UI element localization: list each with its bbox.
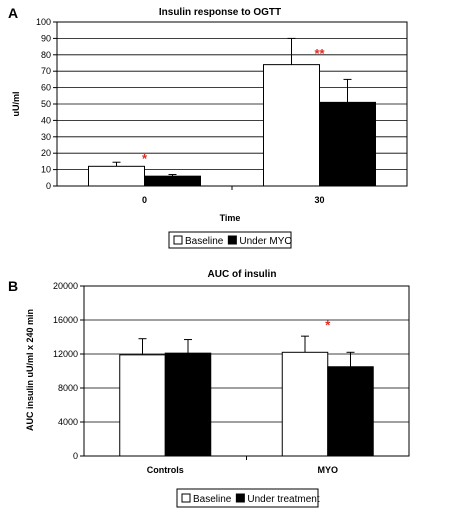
y-tick-label: 4000 xyxy=(58,417,78,427)
y-tick-label: 80 xyxy=(41,50,51,60)
x-tick-label: MYO xyxy=(317,465,338,475)
panel-letter: B xyxy=(8,278,18,294)
y-tick-label: 40 xyxy=(41,115,51,125)
chart-title: AUC of insulin xyxy=(208,269,277,280)
panel-letter: A xyxy=(8,5,18,21)
bar-baseline-myo xyxy=(281,351,329,457)
y-tick-label: 100 xyxy=(36,17,51,27)
y-tick-label: 20000 xyxy=(53,281,78,291)
y-axis-label: uU/ml xyxy=(11,91,21,116)
y-axis-label: AUC insulin uU/ml x 240 min xyxy=(25,309,35,431)
bar-baseline-30 xyxy=(263,64,320,187)
x-tick-label: Controls xyxy=(147,465,184,475)
y-tick-label: 0 xyxy=(46,181,51,191)
legend-swatch xyxy=(227,235,237,245)
bar-under-myo-0 xyxy=(144,175,201,187)
y-tick-label: 70 xyxy=(41,66,51,76)
significance-star: * xyxy=(142,151,148,166)
x-axis-label: Time xyxy=(220,213,241,223)
chart-title: Insulin response to OGTT xyxy=(159,7,281,18)
legend-label: Under MYO xyxy=(239,236,292,247)
legend xyxy=(176,488,319,508)
y-tick-label: 60 xyxy=(41,83,51,93)
y-tick-label: 30 xyxy=(41,132,51,142)
legend-swatch xyxy=(181,493,191,503)
y-tick-label: 12000 xyxy=(53,349,78,359)
legend-label: Baseline xyxy=(185,236,224,247)
x-tick-label: 30 xyxy=(314,195,324,205)
legend-label: Baseline xyxy=(193,494,232,505)
bar-baseline-0 xyxy=(88,165,145,187)
y-tick-label: 10 xyxy=(41,165,51,175)
y-tick-label: 20 xyxy=(41,148,51,158)
legend-swatch xyxy=(235,493,245,503)
x-tick-label: 0 xyxy=(142,195,147,205)
bar-under-myo-30 xyxy=(319,101,376,187)
bar-baseline-controls xyxy=(119,354,166,457)
y-tick-label: 50 xyxy=(41,99,51,109)
bar-under-treatment-myo xyxy=(327,366,374,457)
y-tick-label: 8000 xyxy=(58,383,78,393)
y-tick-label: 90 xyxy=(41,33,51,43)
legend-swatch xyxy=(173,235,183,245)
y-tick-label: 0 xyxy=(73,451,78,461)
bar-under-treatment-controls xyxy=(164,352,212,457)
y-tick-label: 16000 xyxy=(53,315,78,325)
significance-star: * xyxy=(325,318,331,333)
legend-label: Under treatment xyxy=(247,494,319,505)
significance-star: ** xyxy=(314,46,325,61)
